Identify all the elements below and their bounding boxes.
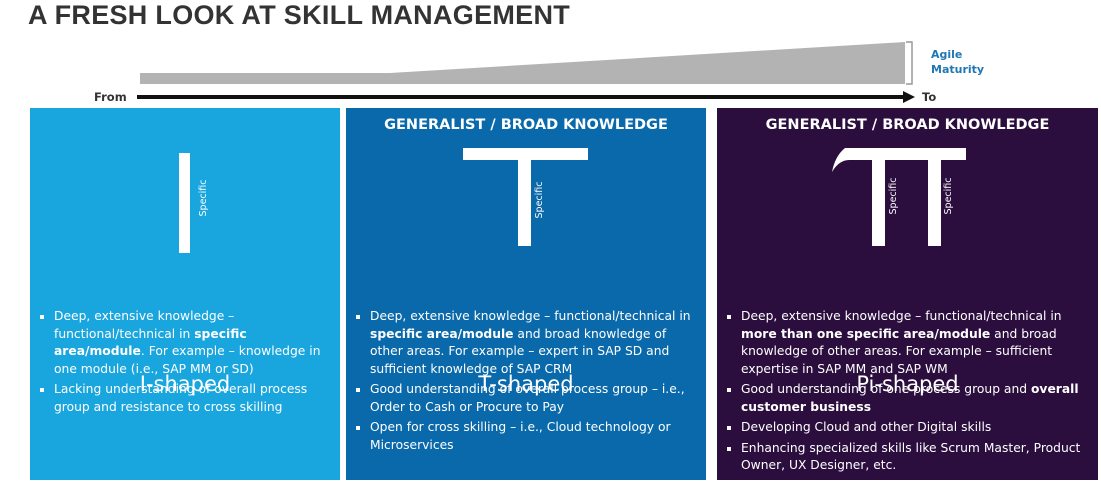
text: . For example – knowledge in one module … — [54, 344, 321, 376]
bold-text: overall customer business — [741, 382, 1079, 414]
bullet: Open for cross skilling – i.e., Cloud te… — [370, 419, 696, 454]
bullet: Good understanding of overall process gr… — [370, 381, 696, 416]
bold-text: more than one specific area/module — [741, 326, 991, 341]
text: Enhancing specialized skills like Scrum … — [741, 440, 1081, 473]
scale-label: Maturity — [931, 63, 984, 76]
bullets: Deep, extensive knowledge – functional/t… — [717, 308, 1098, 478]
specific-label: Specific — [888, 178, 899, 215]
text: Deep, extensive knowledge – functional/t… — [370, 309, 691, 323]
arrow-head — [903, 91, 915, 103]
t-top — [463, 148, 588, 160]
bracket — [906, 41, 913, 85]
panel-header: GENERALIST / BROAD KNOWLEDGE — [384, 117, 668, 133]
shape-name: T-shaped — [478, 372, 574, 396]
bullet: Developing Cloud and other Digital skill… — [741, 419, 1088, 437]
bullets: Deep, extensive knowledge – functional/t… — [30, 308, 340, 419]
text: Good understanding of overall process gr… — [370, 382, 685, 414]
bullets: Deep, extensive knowledge – functional/t… — [346, 308, 706, 457]
bullet: Deep, extensive knowledge – functional/t… — [54, 308, 330, 378]
specific-label: Specific — [198, 180, 209, 217]
text: Lacking understanding of overall process… — [54, 382, 308, 414]
panel: GENERALIST / BROAD KNOWLEDGE Specific Sp… — [717, 108, 1098, 480]
specific-label: Specific — [534, 182, 545, 219]
bullet: Deep, extensive knowledge – functional/t… — [741, 308, 1088, 378]
text: Deep, extensive knowledge – functional/t… — [54, 309, 235, 341]
text: and broad knowledge of other areas. For … — [741, 326, 1057, 376]
bullet: Deep, extensive knowledge – functional/t… — [370, 308, 696, 378]
shape: Specific — [463, 148, 588, 246]
shape-name: Pi-shaped — [856, 372, 959, 396]
pi-top — [832, 148, 966, 172]
pi-stem — [872, 160, 885, 246]
text: Deep, extensive knowledge – functional/t… — [741, 309, 1062, 323]
specific-label: Specific — [943, 178, 954, 215]
panel: GENERALIST / BROAD KNOWLEDGE Specific T-… — [346, 108, 706, 480]
maturity-wedge — [140, 42, 905, 84]
bullet: Lacking understanding of overall process… — [54, 381, 330, 416]
text: Good understanding of one process group … — [741, 382, 1031, 396]
bold-text: specific area/module — [54, 326, 247, 359]
bullet: Good understanding of one process group … — [741, 381, 1088, 416]
bold-text: specific area/module — [370, 326, 514, 341]
scale-graphic: Agile Maturity From To — [94, 41, 984, 104]
shape-name: I-shaped — [139, 372, 231, 396]
panel-header: GENERALIST / BROAD KNOWLEDGE — [765, 117, 1050, 133]
text: Open for cross skilling – i.e., Cloud te… — [370, 420, 671, 452]
t-stem — [518, 160, 531, 246]
panel: Specific I-shaped Deep, extensive knowle… — [30, 108, 340, 480]
scale-from: From — [94, 90, 127, 104]
text: and broad knowledge of other areas. For … — [370, 326, 670, 376]
scale-to: To — [922, 90, 936, 104]
shape: Specific Specific — [832, 148, 966, 246]
pi-stem — [928, 160, 941, 246]
title: A FRESH LOOK AT SKILL MANAGEMENT — [28, 0, 571, 30]
scale-label: Agile — [931, 48, 962, 61]
bullet: Enhancing specialized skills like Scrum … — [741, 440, 1088, 475]
i-bar — [179, 153, 190, 253]
text: Developing Cloud and other Digital skill… — [741, 420, 992, 434]
shape: Specific — [179, 153, 209, 253]
